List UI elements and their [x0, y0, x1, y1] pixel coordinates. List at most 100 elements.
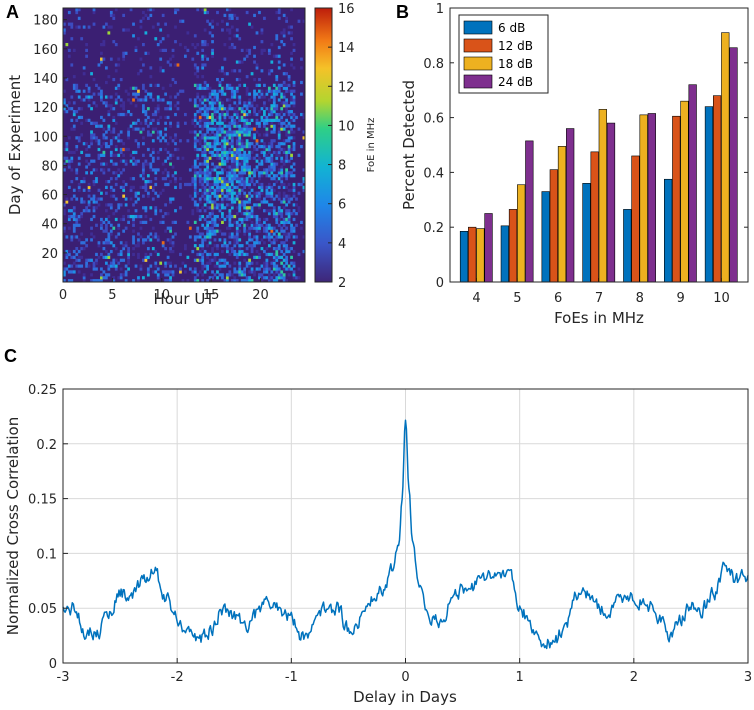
heatmap-cell — [243, 156, 247, 160]
heatmap-cell — [169, 247, 172, 251]
heatmap-cell — [216, 77, 219, 82]
bar — [664, 178, 673, 283]
heatmap-cell — [213, 145, 217, 149]
heatmap-cell — [109, 150, 113, 155]
legend-entry: 18 dB — [498, 57, 533, 71]
heatmap-cell — [245, 48, 249, 53]
heatmap-cell — [238, 174, 242, 178]
heatmap-cell — [122, 244, 126, 248]
heatmap-cell — [72, 101, 76, 105]
heatmap-cell — [233, 185, 237, 190]
heatmap-cell — [206, 279, 209, 283]
heatmap-cell — [221, 179, 224, 184]
heatmap-cell — [144, 13, 148, 18]
heatmap-cell — [144, 110, 148, 114]
heatmap-cell — [124, 203, 128, 207]
heatmap-cell — [208, 191, 212, 195]
heatmap-cell — [280, 182, 284, 187]
heatmap-cell — [277, 136, 281, 140]
heatmap-cell — [233, 249, 237, 254]
heatmap-cell — [159, 139, 163, 143]
heatmap-cell — [238, 209, 242, 213]
heatmap-cell — [287, 121, 291, 125]
heatmap-cell — [280, 127, 284, 131]
heatmap-cell — [277, 232, 281, 236]
heatmap-cell — [154, 212, 158, 216]
heatmap-cell — [280, 235, 284, 239]
heatmap-cell — [230, 194, 234, 198]
heatmap-cell — [243, 153, 247, 157]
heatmap-cell — [201, 153, 205, 157]
heatmap-cell — [218, 162, 222, 166]
heatmap-cell — [159, 57, 163, 61]
heatmap-cell — [277, 118, 281, 122]
heatmap-cell — [104, 241, 108, 245]
heatmap-cell — [159, 48, 163, 53]
heatmap-cell — [292, 89, 296, 93]
heatmap-cell — [233, 241, 237, 245]
heatmap-cell — [193, 267, 197, 271]
heatmap-cell — [263, 267, 266, 271]
heatmap-cell — [292, 80, 296, 85]
heatmap-cell — [166, 182, 170, 187]
heatmap-cell — [235, 191, 239, 195]
heatmap-cell — [198, 235, 202, 239]
heatmap-cell — [272, 241, 276, 245]
heatmap-cell — [122, 107, 126, 111]
heatmap-cell — [203, 80, 207, 85]
heatmap-cell — [77, 217, 81, 222]
heatmap-cell — [221, 86, 224, 90]
heatmap-cell — [137, 72, 140, 76]
heatmap-cell — [77, 182, 81, 187]
heatmap-cell — [238, 37, 242, 41]
line-x-label: Delay in Days — [353, 688, 457, 706]
heatmap-cell — [258, 220, 261, 224]
heatmap-cell — [245, 124, 249, 128]
heatmap-cell — [230, 182, 234, 187]
heatmap-cell — [75, 147, 79, 152]
heatmap-cell — [216, 165, 219, 169]
heatmap-cell — [250, 249, 254, 254]
heatmap-cell — [228, 264, 232, 268]
heatmap-cell — [139, 214, 143, 219]
heatmap-cell — [243, 133, 247, 137]
heatmap-cell — [253, 136, 256, 140]
heatmap-cell — [203, 188, 207, 192]
heatmap-cell — [70, 25, 74, 29]
heatmap-cell — [282, 220, 286, 224]
heatmap-cell — [144, 238, 148, 242]
heatmap-cell — [77, 238, 81, 242]
heatmap-cell — [287, 150, 291, 155]
heatmap-cell — [221, 168, 224, 172]
heatmap-cell — [213, 136, 217, 140]
heatmap-cell — [156, 156, 160, 160]
heatmap-cell — [95, 124, 98, 128]
heatmap-cell — [245, 194, 249, 198]
heatmap-cell — [275, 89, 279, 93]
heatmap-cell — [230, 188, 234, 192]
heatmap-cell — [134, 200, 138, 204]
heatmap-cell — [144, 182, 148, 187]
heatmap-cell — [67, 249, 71, 254]
heatmap-cell — [137, 127, 140, 131]
heatmap-cell — [235, 130, 239, 134]
heatmap-cell — [285, 232, 289, 236]
heatmap-cell — [129, 112, 133, 117]
heatmap-cell — [104, 145, 108, 149]
heatmap-cell — [208, 206, 212, 210]
heatmap-cell — [277, 130, 281, 134]
heatmap-cell — [70, 179, 74, 184]
heatmap-cell — [154, 249, 158, 254]
heatmap-cell — [228, 107, 232, 111]
heatmap-cell — [228, 273, 232, 277]
heatmap-cell — [211, 191, 214, 195]
heatmap-cell — [216, 115, 219, 120]
heatmap-cell — [154, 127, 158, 131]
heatmap-cell — [260, 95, 264, 99]
heatmap-cell — [129, 8, 133, 12]
heatmap-cell — [109, 153, 113, 157]
heatmap-cell — [100, 168, 103, 172]
heatmap-cell — [213, 142, 217, 146]
heatmap-cell — [119, 98, 123, 102]
heatmap-cell — [290, 63, 293, 67]
